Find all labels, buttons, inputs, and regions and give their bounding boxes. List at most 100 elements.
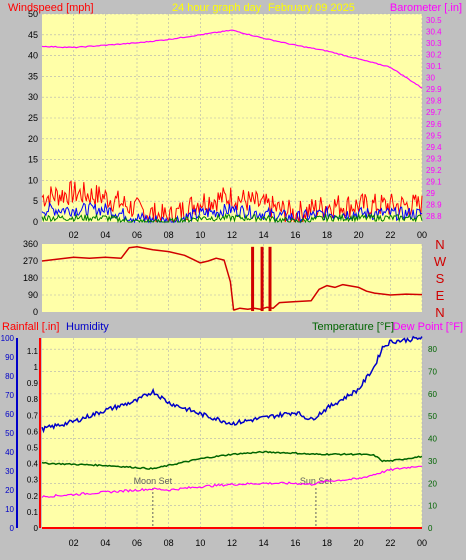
humidity-label: Humidity [66,321,109,333]
panel-wind-hour-axis: 02 04 06 08 10 12 14 16 18 20 22 00 [69,230,427,240]
humidity-tick-label: 100 [1,334,15,343]
hour-tick-label: 10 [195,538,205,548]
rainfall-tick-label: 0.8 [27,395,39,404]
barometer-tick-label: 29.4 [426,143,442,152]
direction-tick-label: 0 [33,307,38,317]
annotation-label: Moon Set [134,476,173,486]
rainfall-label: Rainfall [.in] [2,321,59,333]
windspeed-tick-label: 45 [28,30,38,40]
humidity-tick-label: 0 [10,524,15,533]
windspeed-tick-label: 30 [28,92,38,102]
temperature-tick-label: 0 [428,524,433,533]
barometer-tick-label: 28.8 [426,212,442,221]
barometer-tick-label: 29.2 [426,166,442,175]
rainfall-tick-label: 1 [34,363,39,372]
hour-tick-label: 20 [354,538,364,548]
panel-rain-humidity-temp [42,338,422,528]
rainfall-axis: 0 0.1 0.2 0.3 0.4 0.5 0.6 0.7 0.8 0.9 1 1.1 [27,338,41,533]
temperature-tick-label: 70 [428,368,437,377]
graph-range-label: 24 hour graph day [172,2,262,14]
hour-tick-label: 14 [259,538,269,548]
barometer-tick-label: 29.3 [426,154,442,163]
hour-tick-label: 02 [69,230,79,240]
panel-direction-series [41,246,423,312]
barometer-tick-label: 30 [426,74,435,83]
compass-label: S [436,271,445,286]
direction-tick-label: 180 [23,273,38,283]
hour-tick-label: 02 [69,538,79,548]
annotation-label: Sun Set [300,476,333,486]
humidity-tick-label: 30 [5,467,14,476]
rainfall-tick-label: 0.9 [27,379,39,388]
series-temperature [41,450,423,470]
humidity-tick-label: 60 [5,410,14,419]
compass-label: N [435,305,444,320]
panel-temp-series [41,335,423,529]
panel-temp-hour-axis: 02 04 06 08 10 12 14 16 18 20 22 00 [69,538,427,548]
hour-tick-label: 00 [417,230,427,240]
direction-spike [260,246,264,312]
temperature-label: Temperature [°F] [312,321,394,333]
humidity-tick-label: 50 [5,429,14,438]
rainfall-tick-label: 0.7 [27,411,39,420]
hour-tick-label: 00 [417,538,427,548]
barometer-label: Barometer [.in] [390,2,462,14]
temperature-tick-label: 60 [428,390,437,399]
compass-label: W [434,254,447,269]
series-barometer [41,29,423,89]
graph-date-label: February 09 2025 [268,2,355,14]
temperature-tick-label: 50 [428,412,437,421]
hour-tick-label: 16 [290,538,300,548]
barometer-tick-label: 29 [426,189,435,198]
series-dew-point [41,465,422,498]
barometer-tick-label: 30.3 [426,39,442,48]
barometer-tick-label: 29.6 [426,120,442,129]
hour-tick-label: 06 [132,230,142,240]
windspeed-tick-label: 20 [28,134,38,144]
series-humidity [41,335,423,434]
temperature-tick-label: 10 [428,502,437,511]
rainfall-tick-label: 0.6 [27,427,39,436]
humidity-tick-label: 70 [5,391,14,400]
panel-wind-series [41,29,423,224]
hour-tick-label: 20 [354,230,364,240]
windspeed-tick-label: 10 [28,175,38,185]
humidity-tick-label: 10 [5,505,14,514]
barometer-tick-label: 28.9 [426,201,442,210]
compass-label: N [435,237,444,252]
hour-tick-label: 18 [322,230,332,240]
barometer-tick-label: 29.1 [426,178,442,187]
hour-tick-label: 22 [385,230,395,240]
direction-degree-axis: 0 90 180 270 360 [23,239,38,317]
barometer-axis: 28.8 28.9 29 29.1 29.2 29.3 29.4 29.5 29.6 29.7 29… [426,16,442,221]
hour-tick-label: 10 [195,230,205,240]
direction-tick-label: 270 [23,256,38,266]
barometer-tick-label: 29.5 [426,131,442,140]
barometer-tick-label: 30.4 [426,27,442,36]
windspeed-tick-label: 50 [28,9,38,19]
hour-tick-label: 12 [227,230,237,240]
windspeed-tick-label: 40 [28,51,38,61]
hour-tick-label: 04 [100,538,110,548]
hour-tick-label: 12 [227,538,237,548]
hour-tick-label: 16 [290,230,300,240]
rainfall-tick-label: 0 [34,524,39,533]
humidity-tick-label: 20 [5,486,14,495]
rainfall-tick-label: 0.1 [27,508,39,517]
series-wind-low [41,212,423,224]
barometer-tick-label: 30.2 [426,50,442,59]
humidity-tick-label: 80 [5,372,14,381]
panel-temp-annotations: Moon Set Sun Set [134,476,333,528]
barometer-tick-label: 29.7 [426,108,442,117]
series-wind-direction [41,246,423,311]
series-wind-avg [41,201,423,224]
rainfall-tick-label: 1.1 [27,347,39,356]
humidity-tick-label: 40 [5,448,14,457]
hour-tick-label: 04 [100,230,110,240]
direction-spike [251,246,255,312]
windspeed-tick-label: 15 [28,155,38,165]
direction-tick-label: 90 [28,290,38,300]
hour-tick-label: 06 [132,538,142,548]
